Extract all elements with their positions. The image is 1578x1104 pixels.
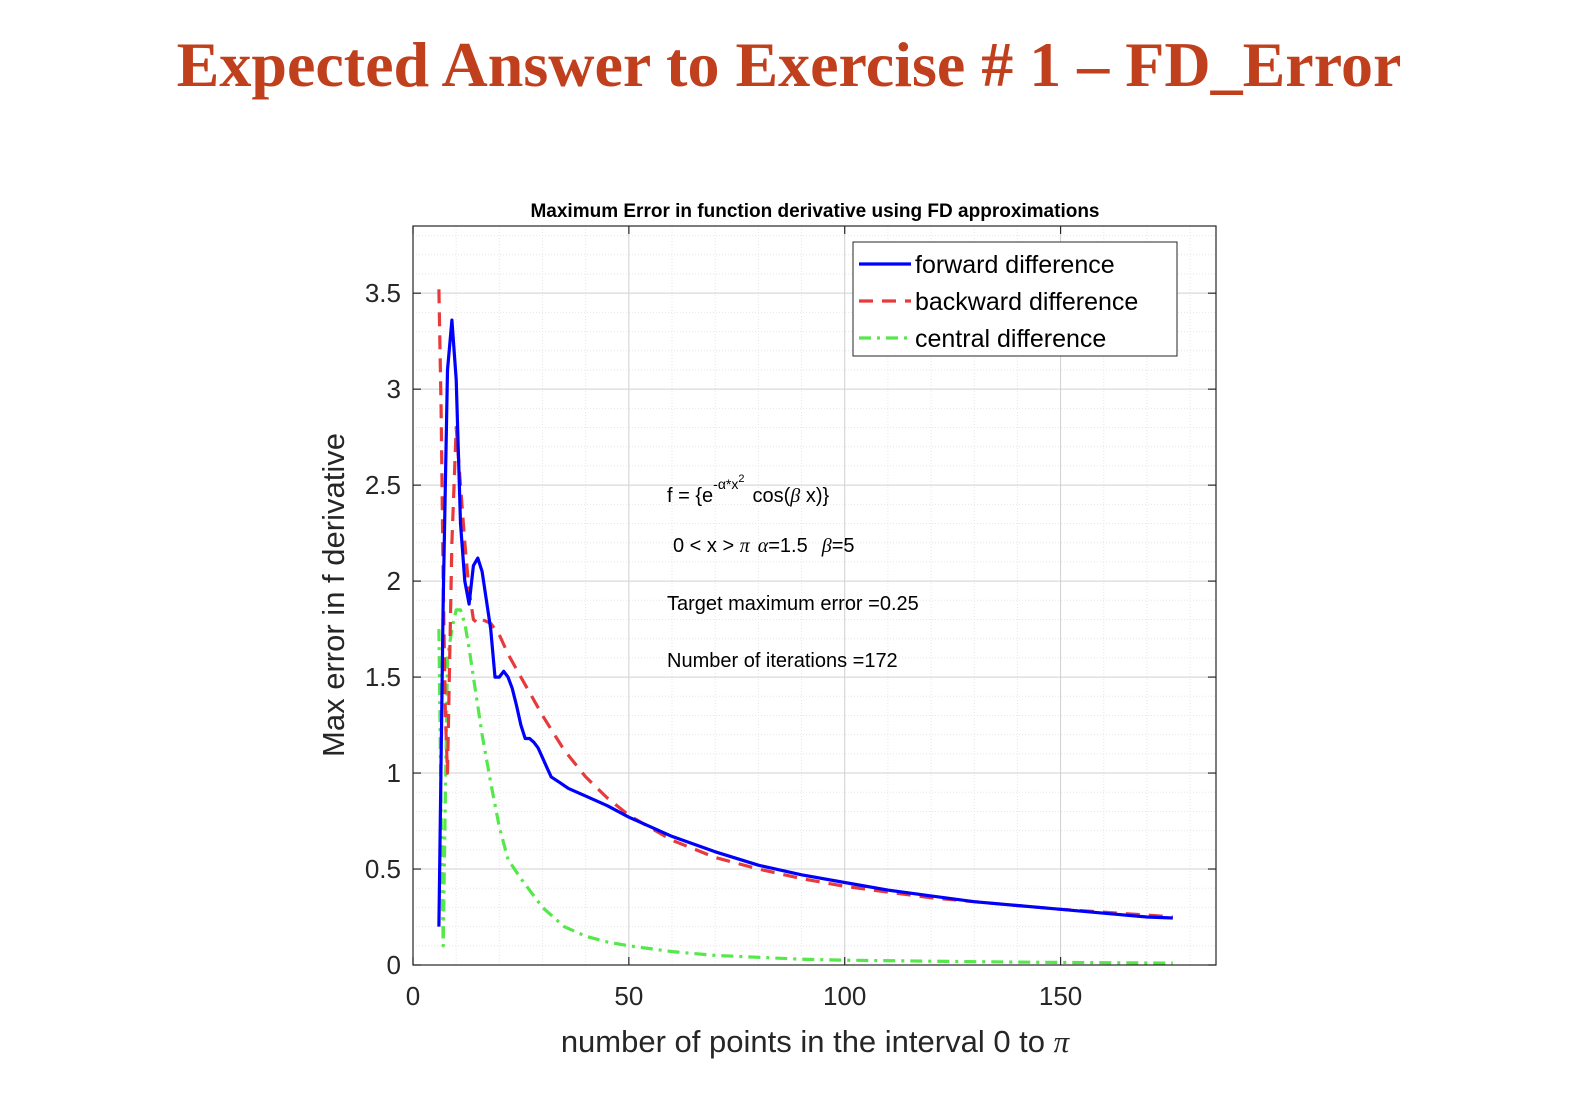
domain-pi: π [740,535,751,557]
formula-exponent-square: 2 [738,473,744,485]
x-tick-label: 150 [1039,981,1082,1011]
tick-labels: 0 50 100 150 0 0.5 1 1.5 2 2.5 3 3.5 [365,278,1082,1011]
ticks-layer [412,226,1216,966]
legend-entry: backward difference [915,288,1138,316]
formula-end: x)} [800,485,829,507]
y-tick-label: 3 [387,374,401,404]
x-axis-label-pi: π [1054,1024,1071,1059]
y-tick-label: 0.5 [365,854,401,884]
chart-title: Maximum Error in function derivative usi… [530,201,1099,222]
y-tick-label: 1 [387,758,401,788]
iterations-annotation: Number of iterations =172 [667,650,898,672]
y-tick-label: 1.5 [365,662,401,692]
domain-alpha: α [758,535,769,557]
legend: forward difference backward difference cen… [852,241,1178,357]
y-tick-label: 0 [387,950,401,980]
slide-title: Expected Answer to Exercise # 1 – FD_Err… [176,29,1402,100]
x-tick-label: 50 [614,981,643,1011]
formula-annotation: f = {e-α*x2 cos(β x)} [667,473,829,507]
series-line-forward-difference [437,318,1173,927]
formula-prefix: f = {e [667,485,713,507]
domain-text: 0 < x > [673,535,740,557]
legend-entry: forward difference [915,251,1115,279]
formula-cos: cos( [753,485,791,507]
plot-frame [412,225,1217,966]
series-line-backward-difference [437,289,1173,919]
domain-annotation: 0 < x > π α=1.5 β=5 [673,535,855,557]
domain-beta: β [821,535,832,557]
y-tick-label: 2 [387,566,401,596]
x-tick-label: 0 [406,981,420,1011]
x-axis-label: number of points in the interval 0 to π [561,1024,1071,1059]
series-line-central-difference [437,608,1173,965]
formula-exponent: -α*x [713,476,738,492]
legend-entry: central difference [915,325,1106,353]
y-tick-label: 3.5 [365,278,401,308]
x-tick-label: 100 [823,981,866,1011]
domain-beta-value: =5 [832,535,855,557]
formula-beta: β [789,485,800,507]
domain-alpha-value: =1.5 [768,535,807,557]
x-axis-label-text: number of points in the interval 0 to [561,1024,1054,1059]
series-layer [437,289,1173,965]
target-error-annotation: Target maximum error =0.25 [667,593,919,615]
y-tick-label: 2.5 [365,470,401,500]
y-axis-label: Max error in f derivative [316,433,351,757]
annotations: f = {e-α*x2cos(β x)} 0 < x > π α=1.5 β=5 T… [667,473,919,672]
